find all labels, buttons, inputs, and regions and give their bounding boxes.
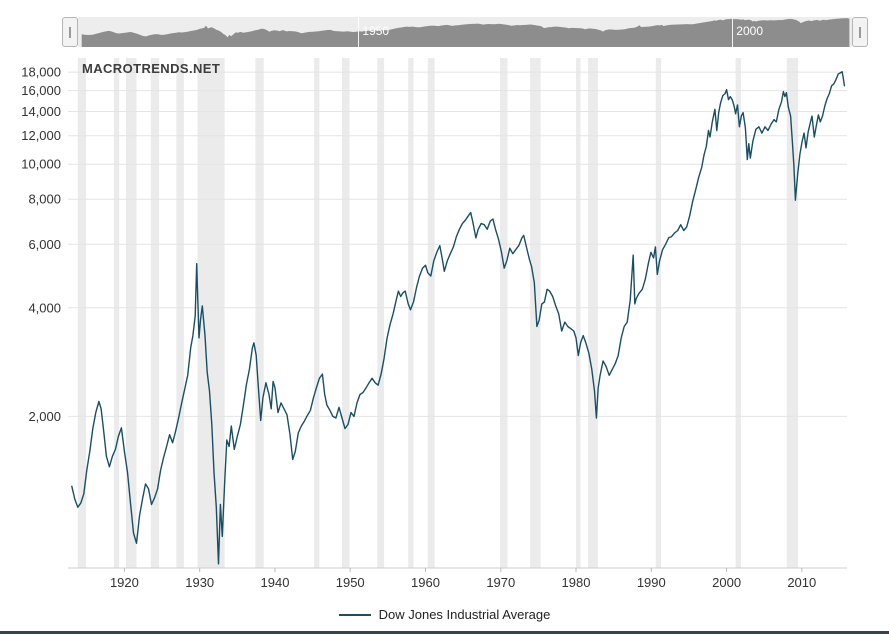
x-axis-label: 1990 (637, 575, 666, 590)
recession-band (576, 58, 581, 568)
x-axis-label: 1970 (486, 575, 515, 590)
recession-band (255, 58, 264, 568)
recession-band (735, 58, 741, 568)
y-axis-label: 18,000 (21, 65, 61, 80)
y-axis-label: 6,000 (28, 237, 61, 252)
x-axis-label: 1930 (185, 575, 214, 590)
legend: Dow Jones Industrial Average (0, 607, 889, 622)
y-axis-label: 14,000 (21, 104, 61, 119)
slider-marker-2000: 2000 (732, 17, 763, 47)
x-axis-label: 2010 (787, 575, 816, 590)
watermark: MACROTRENDS.NET (82, 61, 221, 76)
slider-mini-area (81, 18, 850, 47)
price-chart: 2,000 4,000 6,000 8,000 10,000 12,000 14,000 16… (21, 58, 847, 590)
recession-band (500, 58, 508, 568)
x-axis-label: 1980 (562, 575, 591, 590)
legend-line-swatch (338, 613, 371, 616)
x-axis-label: 2000 (712, 575, 741, 590)
slider-marker-label: 2000 (736, 24, 763, 38)
y-axis-label: 4,000 (28, 300, 61, 315)
slider-track[interactable]: 1950 2000 (78, 17, 852, 47)
recession-band (113, 58, 120, 568)
recession-band (377, 58, 385, 568)
recession-band (77, 58, 87, 568)
recession-band (786, 58, 799, 568)
slider-handle-left[interactable] (62, 17, 78, 47)
y-axis-label: 16,000 (21, 83, 61, 98)
recession-band (342, 58, 350, 568)
slider-mini-chart (81, 18, 850, 47)
slider-marker-label: 1950 (362, 24, 390, 38)
recession-band (588, 58, 598, 568)
slider-handle-right[interactable] (852, 17, 868, 47)
slider-marker-1950: 1950 (358, 17, 389, 47)
recession-band (176, 58, 184, 568)
slider-grip-icon (69, 26, 71, 38)
recession-band (150, 58, 160, 568)
y-axis-label: 12,000 (21, 128, 61, 143)
recession-band (427, 58, 435, 568)
recession-band (314, 58, 320, 568)
slider-grip-icon (859, 26, 861, 38)
recession-band (655, 58, 662, 568)
range-slider[interactable]: 1950 2000 (62, 17, 868, 47)
x-axis-label: 1940 (261, 575, 290, 590)
x-axis-label: 1960 (411, 575, 440, 590)
y-axis-label: 2,000 (28, 409, 61, 424)
x-axis-label: 1950 (336, 575, 365, 590)
x-axis-label: 1920 (110, 575, 139, 590)
recession-band (408, 58, 414, 568)
djia-line (71, 71, 846, 565)
recession-band (126, 58, 137, 568)
y-axis-label: 8,000 (28, 192, 61, 207)
legend-label: Dow Jones Industrial Average (378, 607, 551, 622)
recession-band (530, 58, 541, 568)
y-axis-label: 10,000 (21, 157, 61, 172)
